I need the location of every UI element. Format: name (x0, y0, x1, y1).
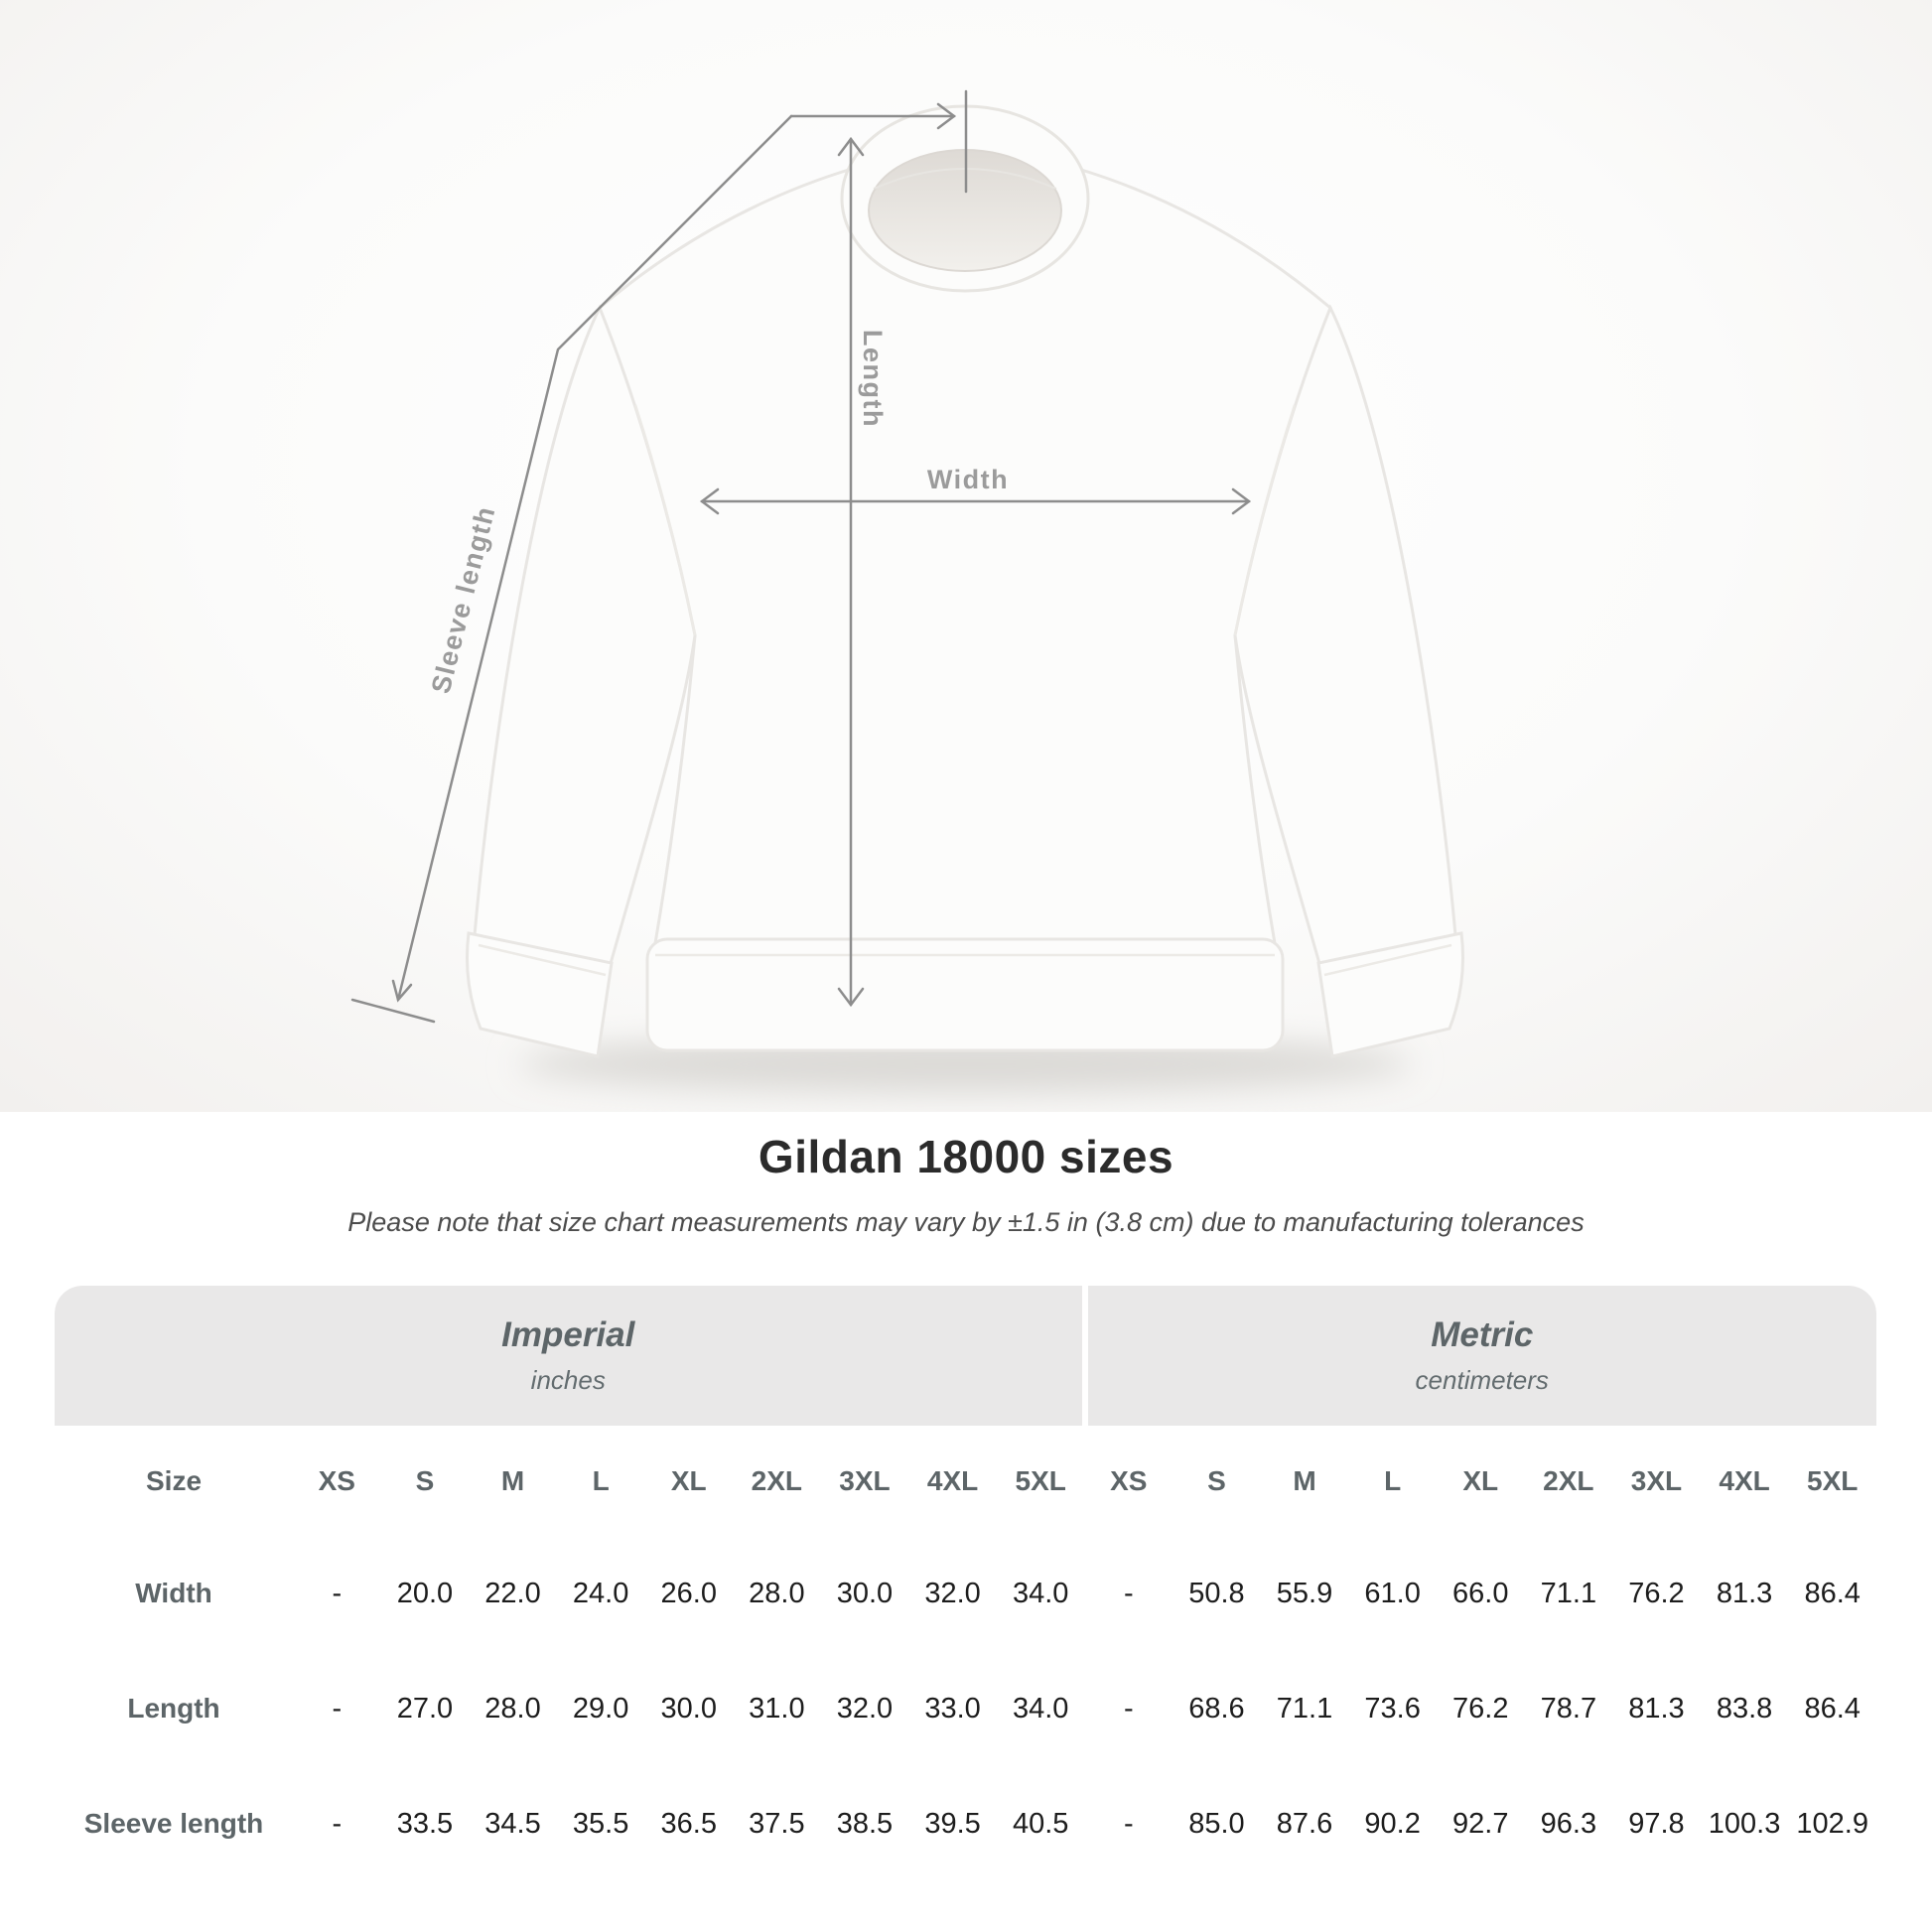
imperial-section-unit: inches (530, 1365, 606, 1395)
sweatshirt-illustration: Length Width Sleeve length (350, 89, 1464, 1094)
measurement-value-cell: 34.5 (484, 1807, 541, 1840)
measurement-value-cell: - (332, 1577, 343, 1609)
measurement-value-cell: 68.6 (1188, 1692, 1245, 1725)
measurement-value-cell: 83.8 (1716, 1692, 1773, 1725)
measurement-value-cell: 37.5 (749, 1807, 805, 1840)
size-column-header: L (1384, 1464, 1402, 1496)
measurement-value-cell: 38.5 (836, 1807, 894, 1840)
measurement-value-cell: 32.0 (924, 1577, 981, 1609)
neck-guide-line (789, 89, 968, 194)
metric-section-unit: centimeters (1415, 1365, 1549, 1395)
measurement-value-cell: 97.8 (1628, 1807, 1685, 1840)
size-column-header: XS (318, 1464, 355, 1496)
measurement-value-cell: 71.1 (1540, 1577, 1597, 1609)
size-column-header: M (1293, 1464, 1316, 1496)
measurement-value-cell: 66.0 (1452, 1577, 1509, 1609)
measurement-value-cell: 30.0 (836, 1577, 894, 1609)
measurement-value-cell: 40.5 (1012, 1807, 1069, 1840)
sleeve-length-arrow (350, 114, 793, 1024)
measurement-value-cell: 73.6 (1364, 1692, 1421, 1725)
measurement-value-cell: 76.2 (1452, 1692, 1509, 1725)
measurement-value-cell: - (1123, 1807, 1134, 1840)
product-photo-area: Length Width Sleeve length (0, 0, 1932, 1112)
measurement-value-cell: 50.8 (1188, 1577, 1245, 1609)
length-arrow (837, 136, 865, 1008)
width-label: Width (927, 465, 1009, 494)
size-column-header: 3XL (839, 1464, 891, 1496)
tolerance-note: Please note that size chart measurements… (347, 1207, 1585, 1237)
size-column-header: L (592, 1464, 610, 1496)
measurement-value-cell: 32.0 (836, 1692, 894, 1725)
measurement-value-cell: - (332, 1807, 343, 1840)
measurement-value-cell: 34.0 (1012, 1692, 1069, 1725)
size-column-header: 3XL (1630, 1464, 1683, 1496)
measurement-value-cell: 86.4 (1804, 1692, 1861, 1725)
measurement-value-cell: 102.9 (1796, 1807, 1868, 1840)
size-header-label: Size (145, 1464, 203, 1496)
size-column-header: S (415, 1464, 435, 1496)
size-column-header: XL (670, 1464, 707, 1496)
measurement-value-cell: 33.5 (396, 1807, 454, 1840)
width-arrow (699, 487, 1252, 515)
measurement-value-cell: 85.0 (1188, 1807, 1245, 1840)
size-column-header: 5XL (1807, 1464, 1859, 1496)
measurement-row-label: Sleeve length (83, 1808, 264, 1839)
measurement-value-cell: 71.1 (1276, 1692, 1333, 1725)
size-column-header: 2XL (1543, 1464, 1594, 1496)
size-chart-table: Imperial inches Metric centimeters Size X… (55, 1286, 1876, 1881)
sweatshirt-seams (478, 404, 1452, 977)
size-column-header: M (500, 1464, 525, 1496)
size-column-header: 4XL (1719, 1464, 1770, 1496)
measurement-value-cell: - (1123, 1577, 1134, 1609)
measurement-value-cell: 30.0 (660, 1692, 717, 1725)
imperial-section-header: Imperial inches (55, 1286, 1082, 1426)
measurement-value-cell: 55.9 (1276, 1577, 1333, 1609)
measurement-value-cell: - (332, 1692, 343, 1725)
imperial-section-title: Imperial (501, 1315, 635, 1354)
measurement-value-cell: 33.0 (924, 1692, 981, 1725)
measurement-value-cell: 86.4 (1804, 1577, 1861, 1609)
measurement-value-cell: 27.0 (396, 1692, 454, 1725)
measurement-value-cell: 92.7 (1452, 1807, 1509, 1840)
sleeve-length-label: Sleeve length (426, 502, 501, 696)
measurement-value-cell: 36.5 (660, 1807, 717, 1840)
size-column-header: 2XL (751, 1464, 803, 1496)
measurement-value-cell: 87.6 (1276, 1807, 1333, 1840)
measurement-value-cell: 100.3 (1708, 1807, 1781, 1840)
length-label: Length (858, 330, 888, 428)
metric-section-header: Metric centimeters (1087, 1286, 1876, 1426)
measurement-value-cell: 34.0 (1012, 1577, 1069, 1609)
measurement-value-cell: 61.0 (1364, 1577, 1421, 1609)
measurement-value-cell: 90.2 (1364, 1807, 1421, 1840)
measurement-value-cell: 31.0 (749, 1692, 805, 1725)
measurement-value-cell: 39.5 (924, 1807, 981, 1840)
page-title: Gildan 18000 sizes (758, 1131, 1174, 1182)
measurement-value-cell: 81.3 (1628, 1692, 1685, 1725)
size-column-header: XL (1462, 1464, 1499, 1496)
measurement-value-cell: 28.0 (749, 1577, 805, 1609)
measurement-row-label: Length (127, 1693, 220, 1724)
measurement-value-cell: 20.0 (396, 1577, 454, 1609)
size-column-header: 5XL (1015, 1464, 1066, 1496)
measurement-value-cell: 29.0 (572, 1692, 629, 1725)
measurement-value-cell: 24.0 (572, 1577, 629, 1609)
measurement-lines (350, 89, 1252, 1024)
measurement-value-cell: 22.0 (484, 1577, 541, 1609)
measurement-value-cell: 96.3 (1540, 1807, 1597, 1840)
measurement-value-cell: 26.0 (660, 1577, 717, 1609)
measurement-value-cell: 81.3 (1716, 1577, 1773, 1609)
sweatshirt-collar (840, 104, 1090, 293)
measurement-value-cell: 35.5 (572, 1807, 629, 1840)
measurement-value-cell: 28.0 (484, 1692, 541, 1725)
size-column-header: XS (1110, 1464, 1148, 1496)
size-column-header: S (1207, 1464, 1226, 1496)
measurement-value-cell: - (1123, 1692, 1134, 1725)
sweatshirt-body (466, 157, 1464, 1058)
measurement-value-cell: 76.2 (1628, 1577, 1685, 1609)
measurement-value-cell: 78.7 (1540, 1692, 1597, 1725)
measurement-row-label: Width (135, 1578, 212, 1608)
metric-section-title: Metric (1431, 1315, 1534, 1354)
size-column-header: 4XL (926, 1464, 979, 1496)
